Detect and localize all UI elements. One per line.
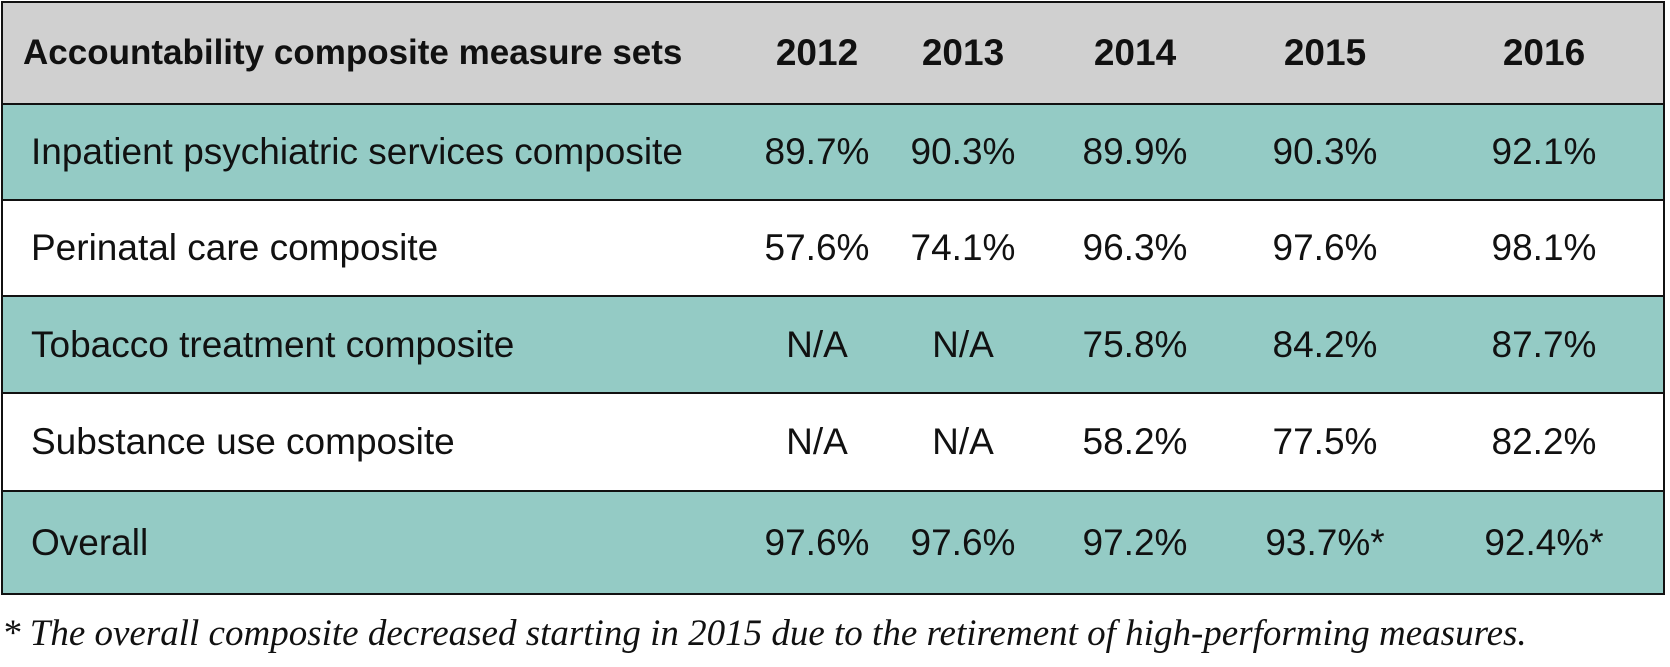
composite-measures-table: Accountability composite measure sets 20… — [1, 1, 1665, 595]
cell-2013: 90.3% — [910, 131, 1016, 172]
cell-2016: 82.2% — [1491, 421, 1597, 462]
table-row: Perinatal care composite 57.6% 74.1% 96.… — [3, 199, 1663, 295]
row-label: Perinatal care composite — [31, 227, 439, 268]
cell-2015: 77.5% — [1272, 421, 1378, 462]
cell-2012: N/A — [786, 323, 848, 365]
cell-2015: 93.7%* — [1265, 521, 1385, 563]
header-year-2012: 2012 — [775, 32, 859, 73]
header-measure-sets: Accountability composite measure sets — [23, 33, 683, 72]
row-label: Overall — [31, 521, 149, 563]
cell-2016: 87.7% — [1491, 323, 1597, 365]
cell-2015: 84.2% — [1272, 323, 1378, 365]
cell-2012: 57.6% — [764, 227, 870, 268]
cell-2013: N/A — [932, 421, 994, 462]
cell-2012: 89.7% — [764, 131, 870, 172]
header-year-2013: 2013 — [921, 32, 1005, 73]
cell-2016: 92.1% — [1491, 131, 1597, 172]
header-year-2014: 2014 — [1093, 32, 1177, 73]
cell-2014: 96.3% — [1082, 227, 1188, 268]
cell-2013: 97.6% — [910, 521, 1016, 563]
cell-2014: 75.8% — [1082, 323, 1188, 365]
table-row: Tobacco treatment composite N/A N/A 75.8… — [3, 295, 1663, 392]
footnote: * The overall composite decreased starti… — [2, 613, 1527, 654]
cell-2016: 92.4%* — [1484, 521, 1604, 563]
cell-2013: 74.1% — [910, 227, 1016, 268]
table-row: Substance use composite N/A N/A 58.2% 77… — [3, 392, 1663, 490]
row-label: Inpatient psychiatric services composite — [31, 131, 683, 172]
cell-2014: 58.2% — [1082, 421, 1188, 462]
header-year-2016: 2016 — [1502, 32, 1586, 73]
table-row-overall: Overall 97.6% 97.6% 97.2% 93.7%* 92.4%* — [3, 490, 1663, 593]
cell-2012: N/A — [786, 421, 848, 462]
cell-2015: 90.3% — [1272, 131, 1378, 172]
table-row: Inpatient psychiatric services composite… — [3, 103, 1663, 199]
header-year-2015: 2015 — [1283, 32, 1367, 73]
cell-2013: N/A — [932, 323, 994, 365]
table-header-row: Accountability composite measure sets 20… — [3, 3, 1663, 103]
cell-2014: 97.2% — [1082, 521, 1188, 563]
cell-2016: 98.1% — [1491, 227, 1597, 268]
row-label: Tobacco treatment composite — [31, 323, 515, 365]
cell-2015: 97.6% — [1272, 227, 1378, 268]
cell-2014: 89.9% — [1082, 131, 1188, 172]
cell-2012: 97.6% — [764, 521, 870, 563]
row-label: Substance use composite — [31, 421, 455, 462]
